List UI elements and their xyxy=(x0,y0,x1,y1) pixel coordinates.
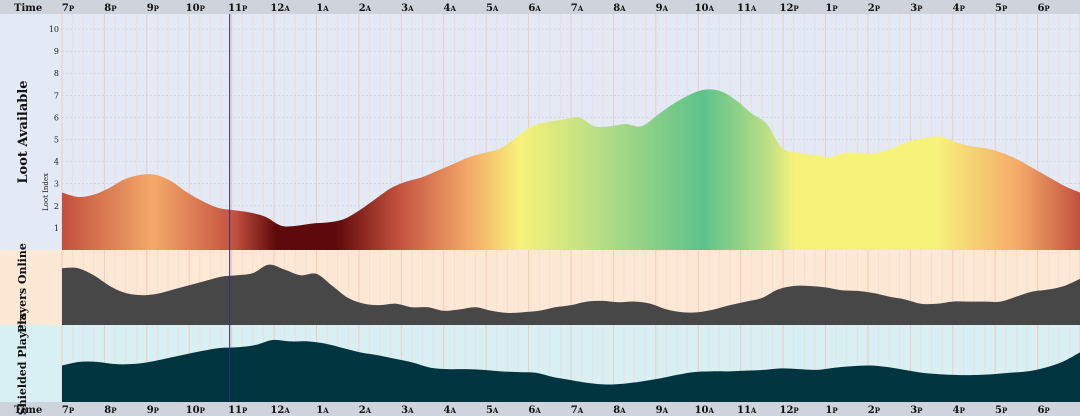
x-tick-label: 7P xyxy=(62,3,75,14)
loot-y-tick-label: 6 xyxy=(54,113,59,122)
players-panel-title: Players Online xyxy=(16,243,29,333)
loot-y-tick-label: 2 xyxy=(54,202,59,211)
x-tick-label: 2A xyxy=(359,405,372,416)
loot-panel-title: Loot Available xyxy=(16,80,31,183)
x-tick-label: 12P xyxy=(779,405,799,416)
x-tick-label: 9A xyxy=(656,405,669,416)
x-tick-label: 5A xyxy=(486,405,499,416)
x-tick-label: 10P xyxy=(186,405,206,416)
x-tick-label: 10P xyxy=(186,3,206,14)
x-tick-label: 7A xyxy=(571,3,584,14)
timeline-top-bar xyxy=(0,0,1080,14)
x-axis-bottom: Time 7P 8P 9P 10P 11P 12A 1A 2A 3A 4A 5A 6A 7A 8A 9A 10… xyxy=(14,405,1080,416)
loot-y-tick-label: 5 xyxy=(54,136,59,145)
players-area-series xyxy=(62,264,1080,325)
x-tick-label: 6A xyxy=(528,3,541,14)
x-tick-label: 11P xyxy=(228,3,248,14)
x-tick-label: 4A xyxy=(444,405,457,416)
shielded-area-series xyxy=(62,339,1080,402)
shielded-panel-title: Shielded Players xyxy=(16,313,29,415)
loot-y-tick-label: 10 xyxy=(49,25,59,34)
x-tick-label: 1P xyxy=(825,405,838,416)
x-tick-label: 3A xyxy=(401,3,414,14)
x-tick-label: 8P xyxy=(104,405,117,416)
x-tick-label: 8A xyxy=(613,405,626,416)
x-tick-label: 7A xyxy=(571,405,584,416)
loot-y-tick-label: 7 xyxy=(54,91,59,100)
x-tick-label: 1P xyxy=(825,3,838,14)
x-tick-label: 3P xyxy=(910,3,923,14)
x-tick-label: 5A xyxy=(486,3,499,14)
x-axis-top: Time 7P 8P 9P 10P 11P 12A 1A 2A 3A 4A 5A 6A 7A 8A 9A 10… xyxy=(14,3,1080,14)
x-tick-label: 11A xyxy=(737,3,757,14)
shielded-area xyxy=(62,339,1080,402)
x-tick-label: 11A xyxy=(737,405,757,416)
x-tick-label: 3P xyxy=(910,405,923,416)
x-tick-label: 5P xyxy=(995,3,1008,14)
loot-y-tick-label: 3 xyxy=(54,180,59,189)
x-tick-label: 6A xyxy=(528,405,541,416)
x-tick-label: 11P xyxy=(228,405,248,416)
loot-y-tick-label: 1 xyxy=(54,224,59,233)
x-tick-label: 4P xyxy=(953,3,966,14)
x-tick-label: 7P xyxy=(62,405,75,416)
x-tick-label: 3A xyxy=(401,405,414,416)
loot-area-series xyxy=(62,89,1080,251)
x-tick-label: 12A xyxy=(270,3,290,14)
loot-y-axis-label: Loot Index xyxy=(42,173,50,211)
x-tick-label: 2P xyxy=(868,405,881,416)
x-tick-label: 8A xyxy=(613,3,626,14)
players-area xyxy=(62,264,1080,325)
loot-area xyxy=(62,89,1080,251)
time-corner-label-top: Time xyxy=(14,3,42,14)
x-tick-label: 2A xyxy=(359,3,372,14)
x-tick-label: 12P xyxy=(779,3,799,14)
x-tick-label: 1A xyxy=(316,3,329,14)
x-tick-label: 6P xyxy=(1037,3,1050,14)
x-tick-label: 6P xyxy=(1037,405,1050,416)
x-tick-label: 2P xyxy=(868,3,881,14)
x-tick-label: 8P xyxy=(104,3,117,14)
x-tick-label: 10A xyxy=(695,3,715,14)
x-tick-label: 9P xyxy=(147,405,160,416)
time-corner-label-bottom: Time xyxy=(14,405,42,416)
loot-y-tick-label: 9 xyxy=(54,47,59,56)
x-tick-label: 1A xyxy=(316,405,329,416)
timeline-bottom-bar xyxy=(0,402,1080,416)
x-tick-label: 4P xyxy=(953,405,966,416)
x-tick-label: 4A xyxy=(444,3,457,14)
x-tick-label: 9P xyxy=(147,3,160,14)
loot-y-axis: 1 2 3 4 5 6 7 8 9 10 xyxy=(49,25,59,233)
x-tick-label: 12A xyxy=(270,405,290,416)
loot-y-tick-label: 4 xyxy=(54,158,59,167)
x-tick-label: 10A xyxy=(695,405,715,416)
loot-y-tick-label: 8 xyxy=(54,69,59,78)
x-tick-label: 9A xyxy=(656,3,669,14)
x-tick-label: 5P xyxy=(995,405,1008,416)
